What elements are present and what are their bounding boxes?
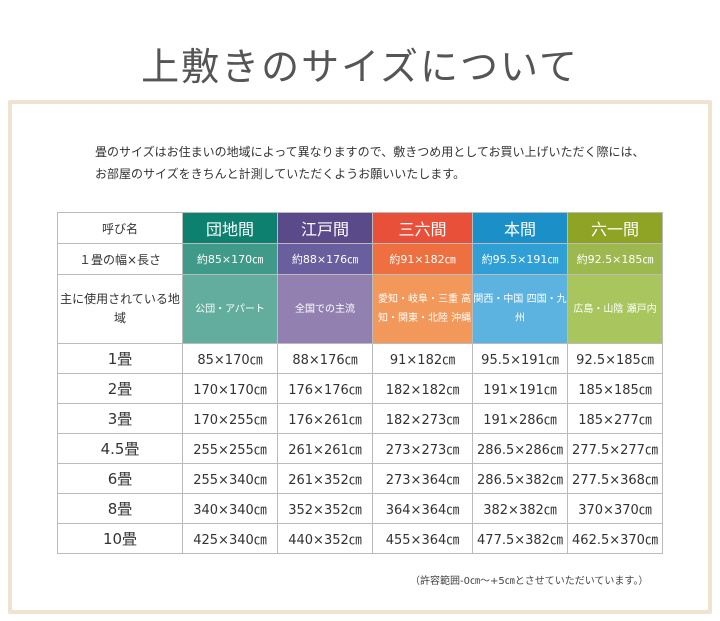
table-row: 4.5畳 255×255㎝ 261×261㎝ 273×273㎝ 286.5×286㎝ 27… (57, 433, 663, 464)
size-cell: 191×286㎝ (472, 403, 568, 434)
width-row: １畳の幅×長さ 約85×170㎝ 約88×176㎝ 約91×182㎝ 約95.5×191… (57, 243, 663, 275)
column-header: 団地間 (182, 212, 278, 244)
intro-line: 畳のサイズはお住まいの地域によって異なりますので、敷きつめ用としてお買い上げいた… (95, 145, 645, 159)
size-cell: 261×352㎝ (277, 463, 373, 494)
size-cell: 255×255㎝ (182, 433, 278, 464)
header-row: 呼び名 団地間 江戸間 三六間 本間 六一間 (57, 212, 663, 244)
intro-line: お部屋のサイズをきちんと計測していただくようお願いいたします。 (95, 167, 466, 181)
row-label: １畳の幅×長さ (57, 243, 183, 275)
size-table: 呼び名 団地間 江戸間 三六間 本間 六一間 １畳の幅×長さ 約85×170㎝ 約88×176㎝… (57, 212, 663, 554)
size-cell: 340×340㎝ (182, 493, 278, 524)
size-cell: 255×340㎝ (182, 463, 278, 494)
size-cell: 182×273㎝ (372, 403, 473, 434)
row-label: 呼び名 (57, 212, 183, 244)
table-row: 2畳 170×170㎝ 176×176㎝ 182×182㎝ 191×191㎝ 185×18… (57, 373, 663, 404)
column-header: 本間 (472, 212, 568, 244)
size-cell: 182×182㎝ (372, 373, 473, 404)
table-row: 3畳 170×255㎝ 176×261㎝ 182×273㎝ 191×286㎝ 185×27… (57, 403, 663, 434)
size-cell: 273×364㎝ (372, 463, 473, 494)
intro-text: 畳のサイズはお住まいの地域によって異なりますので、敷きつめ用としてお買い上げいた… (95, 141, 644, 185)
row-label: 6畳 (57, 463, 183, 494)
size-cell: 170×170㎝ (182, 373, 278, 404)
size-cell: 455×364㎝ (372, 523, 473, 554)
size-cell: 425×340㎝ (182, 523, 278, 554)
tolerance-note: （許容範囲-0㎝～+5㎝とさせていただいています。） (410, 576, 649, 587)
column-header: 六一間 (567, 212, 663, 244)
size-cell: 382×382㎝ (472, 493, 568, 524)
region-cell: 関西・中国 四国・九州 (472, 274, 568, 344)
size-cell: 352×352㎝ (277, 493, 373, 524)
size-cell: 261×261㎝ (277, 433, 373, 464)
size-cell: 91×182㎝ (372, 343, 473, 374)
size-cell: 185×277㎝ (567, 403, 663, 434)
size-cell: 440×352㎝ (277, 523, 373, 554)
size-cell: 170×255㎝ (182, 403, 278, 434)
table-row: 10畳 425×340㎝ 440×352㎝ 455×364㎝ 477.5×382㎝ 462… (57, 523, 663, 554)
size-cell: 462.5×370㎝ (567, 523, 663, 554)
region-row: 主に使用されている地域 公団・アパート 全国での主流 愛知・岐阜・三重 高知・関東・北… (57, 274, 663, 344)
row-label: 4.5畳 (57, 433, 183, 464)
size-cell: 85×170㎝ (182, 343, 278, 374)
size-cell: 277.5×368㎝ (567, 463, 663, 494)
page-title: 上敷きのサイズについて (141, 45, 579, 89)
size-cell: 286.5×382㎝ (472, 463, 568, 494)
table-row: 1畳 85×170㎝ 88×176㎝ 91×182㎝ 95.5×191㎝ 92.5×185… (57, 343, 663, 374)
size-cell: 370×370㎝ (567, 493, 663, 524)
column-header: 江戸間 (277, 212, 373, 244)
unit-size-cell: 約91×182㎝ (372, 243, 473, 275)
size-cell: 277.5×277㎝ (567, 433, 663, 464)
size-cell: 92.5×185㎝ (567, 343, 663, 374)
row-label: 8畳 (57, 493, 183, 524)
row-label: 3畳 (57, 403, 183, 434)
region-cell: 広島・山陰 瀬戸内 (567, 274, 663, 344)
size-cell: 273×273㎝ (372, 433, 473, 464)
column-header: 三六間 (372, 212, 473, 244)
region-cell: 公団・アパート (182, 274, 278, 344)
size-cell: 191×191㎝ (472, 373, 568, 404)
size-cell: 176×261㎝ (277, 403, 373, 434)
unit-size-cell: 約92.5×185㎝ (567, 243, 663, 275)
table-row: 6畳 255×340㎝ 261×352㎝ 273×364㎝ 286.5×382㎝ 277.… (57, 463, 663, 494)
unit-size-cell: 約85×170㎝ (182, 243, 278, 275)
size-cell: 88×176㎝ (277, 343, 373, 374)
unit-size-cell: 約95.5×191㎝ (472, 243, 568, 275)
content-frame (8, 100, 712, 614)
row-label: 2畳 (57, 373, 183, 404)
size-cell: 95.5×191㎝ (472, 343, 568, 374)
table-row: 8畳 340×340㎝ 352×352㎝ 364×364㎝ 382×382㎝ 370×37… (57, 493, 663, 524)
unit-size-cell: 約88×176㎝ (277, 243, 373, 275)
row-label: 主に使用されている地域 (57, 274, 183, 344)
size-cell: 185×185㎝ (567, 373, 663, 404)
size-cell: 364×364㎝ (372, 493, 473, 524)
region-cell: 全国での主流 (277, 274, 373, 344)
size-cell: 286.5×286㎝ (472, 433, 568, 464)
size-cell: 477.5×382㎝ (472, 523, 568, 554)
region-cell: 愛知・岐阜・三重 高知・関東・北陸 沖縄 (372, 274, 473, 344)
size-cell: 176×176㎝ (277, 373, 373, 404)
row-label: 1畳 (57, 343, 183, 374)
row-label: 10畳 (57, 523, 183, 554)
